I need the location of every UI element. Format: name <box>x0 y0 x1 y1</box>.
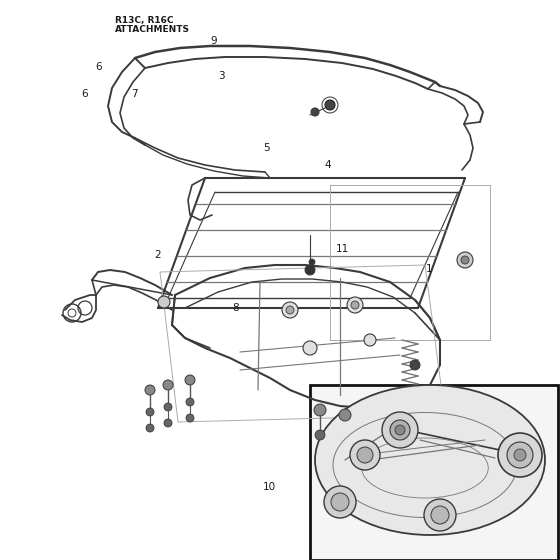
Circle shape <box>315 430 325 440</box>
Text: 1: 1 <box>426 264 432 274</box>
Circle shape <box>282 302 298 318</box>
Text: 4: 4 <box>325 160 332 170</box>
Circle shape <box>164 419 172 427</box>
Circle shape <box>324 486 356 518</box>
Ellipse shape <box>315 385 545 535</box>
Circle shape <box>325 100 335 110</box>
Circle shape <box>498 433 542 477</box>
Circle shape <box>395 425 405 435</box>
Circle shape <box>186 414 194 422</box>
Text: R13C, R16C: R13C, R16C <box>115 16 174 25</box>
Circle shape <box>390 420 410 440</box>
Circle shape <box>331 493 349 511</box>
Circle shape <box>185 375 195 385</box>
Bar <box>310 385 558 560</box>
Circle shape <box>146 424 154 432</box>
Text: 11: 11 <box>336 244 349 254</box>
Circle shape <box>347 297 363 313</box>
Text: 10: 10 <box>263 482 276 492</box>
Circle shape <box>163 380 173 390</box>
Circle shape <box>357 447 373 463</box>
Circle shape <box>514 449 526 461</box>
Circle shape <box>410 360 420 370</box>
Circle shape <box>350 440 380 470</box>
Circle shape <box>158 296 170 308</box>
Circle shape <box>314 404 326 416</box>
Circle shape <box>351 301 359 309</box>
Circle shape <box>146 408 154 416</box>
Text: ATTACHMENTS: ATTACHMENTS <box>115 25 190 34</box>
Text: 7: 7 <box>132 89 138 99</box>
Circle shape <box>457 252 473 268</box>
Circle shape <box>424 499 456 531</box>
Circle shape <box>364 334 376 346</box>
Text: 9: 9 <box>210 36 217 46</box>
Circle shape <box>507 442 533 468</box>
Circle shape <box>311 108 319 116</box>
Circle shape <box>286 306 294 314</box>
Text: 8: 8 <box>232 303 239 313</box>
Text: 5: 5 <box>263 143 270 153</box>
Circle shape <box>186 398 194 406</box>
Circle shape <box>461 256 469 264</box>
Circle shape <box>303 341 317 355</box>
Circle shape <box>339 409 351 421</box>
Circle shape <box>431 506 449 524</box>
Text: 3: 3 <box>218 71 225 81</box>
Circle shape <box>382 412 418 448</box>
Circle shape <box>164 403 172 411</box>
Text: 6: 6 <box>81 89 88 99</box>
Text: 2: 2 <box>154 250 161 260</box>
Circle shape <box>305 265 315 275</box>
Circle shape <box>145 385 155 395</box>
Circle shape <box>309 259 315 265</box>
Text: 6: 6 <box>95 62 102 72</box>
